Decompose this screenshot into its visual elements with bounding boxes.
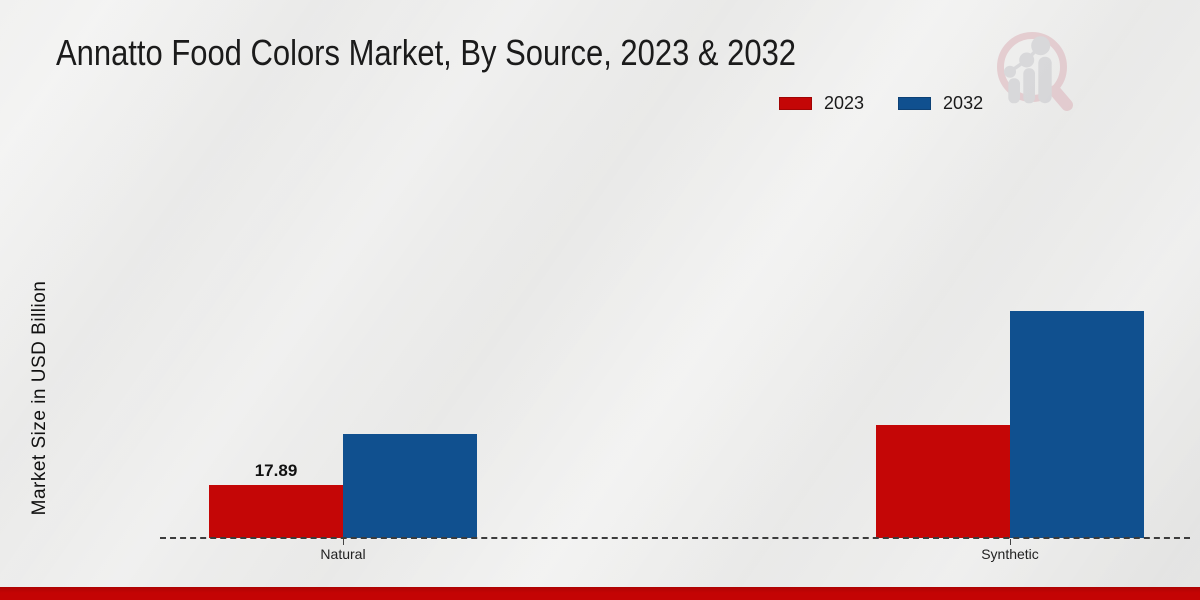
- bar-synthetic-2023: [876, 425, 1010, 538]
- bar-natural-2032: [343, 434, 477, 538]
- legend-swatch-2032: [898, 97, 932, 110]
- legend-label-2032: 2032: [943, 93, 984, 113]
- footer-accent-bar: [0, 587, 1200, 600]
- legend-label-2023: 2023: [824, 93, 865, 113]
- category-label-natural: Natural: [320, 546, 366, 562]
- legend-item-2023: 2023: [779, 93, 864, 114]
- bar-natural-2023: [209, 485, 343, 538]
- data-label-natural-2023: 17.89: [254, 461, 298, 480]
- brand-logo-watermark: [997, 32, 1073, 111]
- chart-title: Annatto Food Colors Market, By Source, 2…: [56, 32, 797, 73]
- bar-synthetic-2032: [1010, 311, 1144, 538]
- legend: 2023 2032: [779, 90, 983, 117]
- axis-tick-natural: [343, 539, 344, 545]
- legend-swatch-2023: [779, 97, 812, 110]
- legend-item-2032: 2032: [898, 93, 983, 114]
- x-axis-line: [160, 537, 1190, 539]
- bar-trend-icon: [1004, 36, 1052, 104]
- category-label-synthetic: Synthetic: [981, 546, 1039, 562]
- axis-tick-synthetic: [1010, 539, 1011, 545]
